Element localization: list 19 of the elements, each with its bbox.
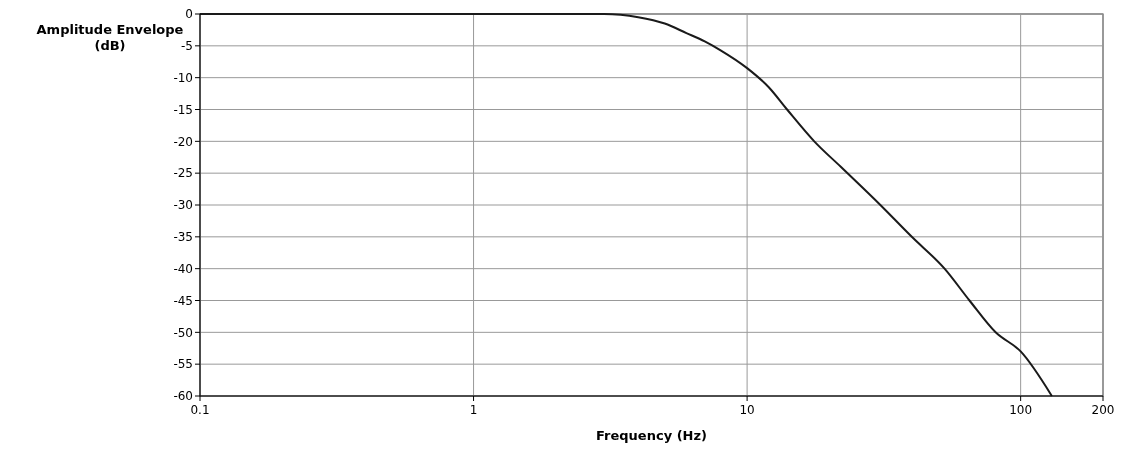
x-tick-label: 10 (739, 403, 755, 417)
y-tick-label: 0 (185, 7, 193, 22)
x-tick-label: 0.1 (190, 403, 210, 417)
y-tick-label: -55 (173, 357, 193, 372)
y-tick-label: -30 (173, 198, 193, 213)
y-tick-label: -45 (173, 293, 193, 308)
x-tick-label: 1 (469, 403, 478, 417)
x-tick-label: 200 (1091, 403, 1115, 417)
y-tick-label: -40 (173, 261, 193, 276)
y-tick-label: -25 (173, 166, 193, 181)
y-tick-label: -10 (173, 70, 193, 85)
y-tick-label: -15 (173, 102, 193, 117)
y-tick-label: -60 (173, 389, 193, 404)
x-axis-title: Frequency (Hz) (596, 428, 707, 443)
y-tick-label: -35 (173, 230, 193, 245)
y-tick-label: -5 (181, 39, 193, 54)
y-tick-label: -50 (173, 325, 193, 340)
y-tick-label: -20 (173, 134, 193, 149)
x-tick-label: 100 (1009, 403, 1033, 417)
